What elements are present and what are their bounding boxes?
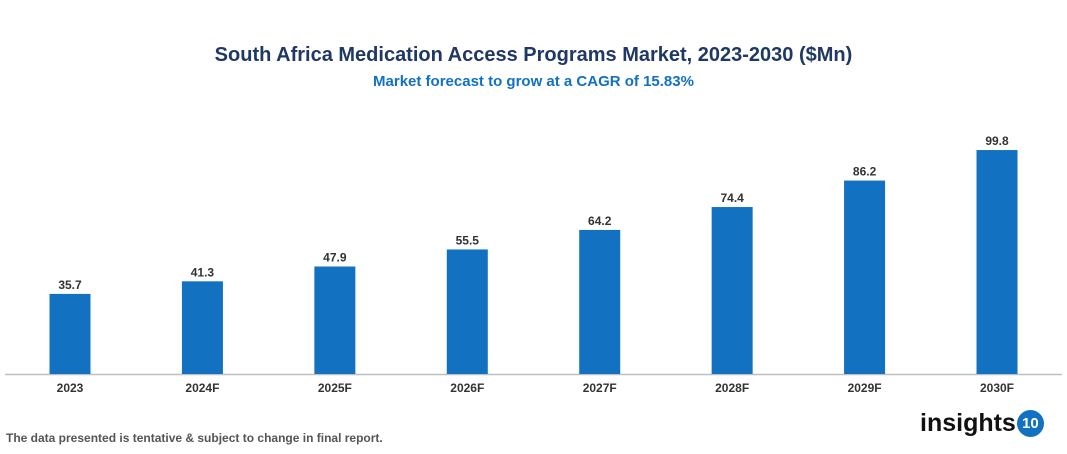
insights10-logo: insights 10 (920, 409, 1044, 438)
x-tick-label: 2029F (848, 381, 882, 395)
x-tick-label: 2030F (980, 381, 1014, 395)
bar-2028F (711, 207, 753, 374)
data-label: 64.2 (588, 214, 612, 228)
data-label: 74.4 (720, 191, 744, 205)
x-tick-label: 2026F (450, 381, 484, 395)
logo-number-badge: 10 (1016, 410, 1044, 437)
x-tick-label: 2024F (185, 381, 219, 395)
x-tick-label: 2027F (583, 381, 617, 395)
bar-2027F (579, 229, 621, 374)
disclaimer-note: The data presented is tentative & subjec… (6, 431, 383, 445)
bar-2029F (844, 180, 886, 374)
data-label: 47.9 (323, 251, 347, 265)
bar-2023 (49, 293, 91, 374)
data-label: 41.3 (191, 265, 215, 279)
bar-2025F (314, 266, 356, 374)
x-tick-label: 2028F (715, 381, 749, 395)
bar-2030F (976, 150, 1018, 374)
x-tick-label: 2023 (57, 381, 84, 395)
logo-text: insights (920, 409, 1016, 437)
data-label: 35.7 (58, 278, 82, 292)
data-label: 55.5 (456, 233, 480, 247)
bar-2026F (446, 249, 488, 374)
data-label: 86.2 (853, 165, 877, 179)
chart-title: South Africa Medication Access Programs … (214, 44, 853, 66)
x-tick-label: 2025F (318, 381, 352, 395)
data-label: 99.8 (985, 134, 1009, 148)
chart-subtitle: Market forecast to grow at a CAGR of 15.… (373, 73, 694, 90)
bar-2024F (181, 281, 223, 374)
